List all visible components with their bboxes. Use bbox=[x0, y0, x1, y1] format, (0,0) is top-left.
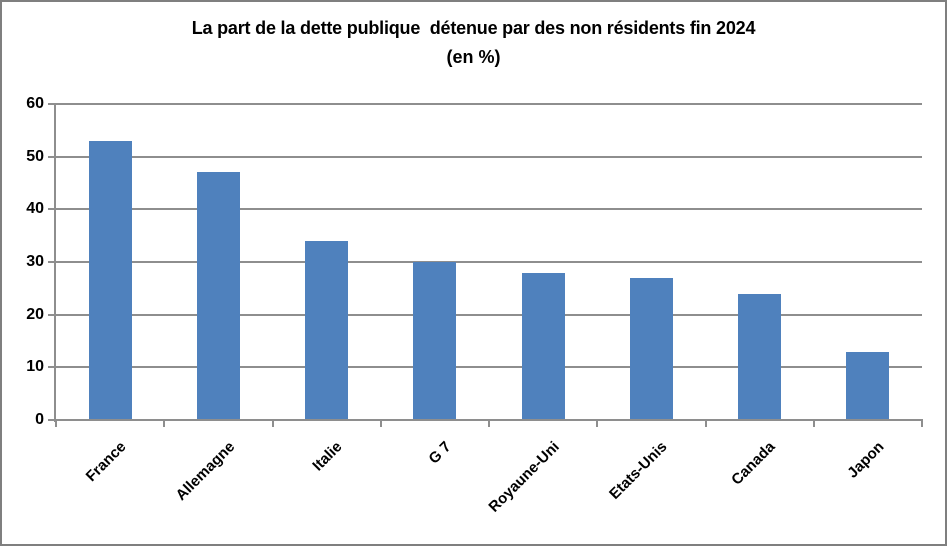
y-axis-tick-label: 60 bbox=[26, 95, 44, 112]
bar-allemagne bbox=[197, 172, 240, 419]
bar-france bbox=[89, 141, 132, 419]
x-axis-category-label: Royaune-Uni bbox=[484, 438, 563, 516]
y-axis-tick-label: 10 bbox=[26, 358, 44, 375]
bar-etats-unis bbox=[630, 278, 673, 419]
x-axis-tick bbox=[921, 419, 923, 427]
x-axis-category-label: France bbox=[82, 438, 130, 486]
x-axis-tick bbox=[163, 419, 165, 427]
bar-italie bbox=[305, 241, 348, 419]
x-axis-category-label: Italie bbox=[309, 438, 346, 475]
gridline-20 bbox=[56, 314, 922, 316]
y-axis-tick bbox=[48, 156, 56, 158]
y-axis-tick-label: 50 bbox=[26, 148, 44, 165]
x-axis-tick bbox=[272, 419, 274, 427]
bar-canada bbox=[738, 294, 781, 419]
y-axis-tick-label: 20 bbox=[26, 306, 44, 323]
y-axis-tick bbox=[48, 419, 56, 421]
y-axis-tick bbox=[48, 208, 56, 210]
gridline-60 bbox=[56, 103, 922, 105]
gridline-40 bbox=[56, 208, 922, 210]
chart-title: La part de la dette publique détenue par… bbox=[191, 18, 756, 38]
x-axis-category-label: Japon bbox=[843, 438, 888, 482]
chart-subtitle: (en %) bbox=[446, 47, 501, 67]
gridline-10 bbox=[56, 366, 922, 368]
y-axis-tick bbox=[48, 103, 56, 105]
x-axis-tick bbox=[813, 419, 815, 427]
y-axis-line bbox=[54, 104, 56, 422]
x-axis-tick bbox=[705, 419, 707, 427]
x-axis-category-label: Etats-Unis bbox=[606, 438, 671, 503]
x-axis-category-label: Allemagne bbox=[172, 438, 238, 504]
y-axis-tick bbox=[48, 366, 56, 368]
y-axis-tick bbox=[48, 261, 56, 263]
x-axis-tick bbox=[380, 419, 382, 427]
y-axis-tick bbox=[48, 314, 56, 316]
x-axis-tick bbox=[488, 419, 490, 427]
y-axis-tick-label: 30 bbox=[26, 253, 44, 270]
x-axis-category-label: Canada bbox=[728, 438, 779, 489]
gridline-30 bbox=[56, 261, 922, 263]
x-axis-tick bbox=[596, 419, 598, 427]
x-axis-category-label: G 7 bbox=[425, 438, 455, 468]
gridline-50 bbox=[56, 156, 922, 158]
bar-g-7 bbox=[413, 262, 456, 419]
x-axis-tick bbox=[55, 419, 57, 427]
y-axis-tick-label: 40 bbox=[26, 200, 44, 217]
bar-japon bbox=[846, 352, 889, 419]
y-axis-tick-label: 0 bbox=[35, 411, 44, 428]
bar-royaune-uni bbox=[522, 273, 565, 419]
